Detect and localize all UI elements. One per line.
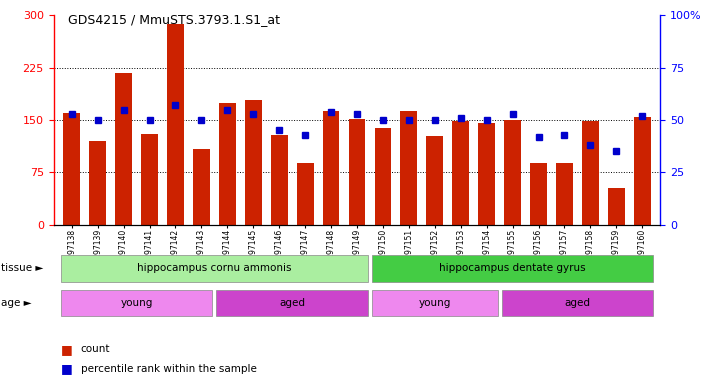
- Bar: [271, 135, 288, 225]
- Bar: [372, 255, 653, 282]
- Bar: [608, 189, 625, 225]
- Bar: [61, 255, 368, 282]
- Text: aged: aged: [279, 298, 305, 308]
- Bar: [89, 141, 106, 225]
- Text: age ►: age ►: [1, 298, 32, 308]
- Bar: [556, 163, 573, 225]
- Text: hippocampus dentate gyrus: hippocampus dentate gyrus: [439, 263, 586, 273]
- Bar: [375, 128, 391, 225]
- Bar: [323, 111, 339, 225]
- Bar: [634, 116, 650, 225]
- Bar: [426, 136, 443, 225]
- Bar: [216, 290, 368, 316]
- Bar: [582, 121, 599, 225]
- Bar: [167, 24, 184, 225]
- Bar: [478, 124, 495, 225]
- Text: GDS4215 / MmuSTS.3793.1.S1_at: GDS4215 / MmuSTS.3793.1.S1_at: [68, 13, 280, 26]
- Bar: [64, 113, 80, 225]
- Bar: [245, 101, 262, 225]
- Bar: [61, 290, 212, 316]
- Bar: [502, 290, 653, 316]
- Bar: [141, 134, 158, 225]
- Text: tissue ►: tissue ►: [1, 263, 44, 273]
- Text: young: young: [121, 298, 153, 308]
- Bar: [193, 149, 210, 225]
- Text: aged: aged: [565, 298, 590, 308]
- Text: ■: ■: [61, 362, 72, 375]
- Text: young: young: [418, 298, 451, 308]
- Bar: [115, 73, 132, 225]
- Text: hippocampus cornu ammonis: hippocampus cornu ammonis: [137, 263, 291, 273]
- Bar: [504, 120, 521, 225]
- Bar: [348, 119, 366, 225]
- Bar: [297, 163, 313, 225]
- Text: count: count: [81, 344, 110, 354]
- Bar: [452, 121, 469, 225]
- Text: percentile rank within the sample: percentile rank within the sample: [81, 364, 256, 374]
- Bar: [372, 290, 498, 316]
- Bar: [530, 163, 547, 225]
- Bar: [401, 111, 417, 225]
- Bar: [219, 103, 236, 225]
- Text: ■: ■: [61, 343, 72, 356]
